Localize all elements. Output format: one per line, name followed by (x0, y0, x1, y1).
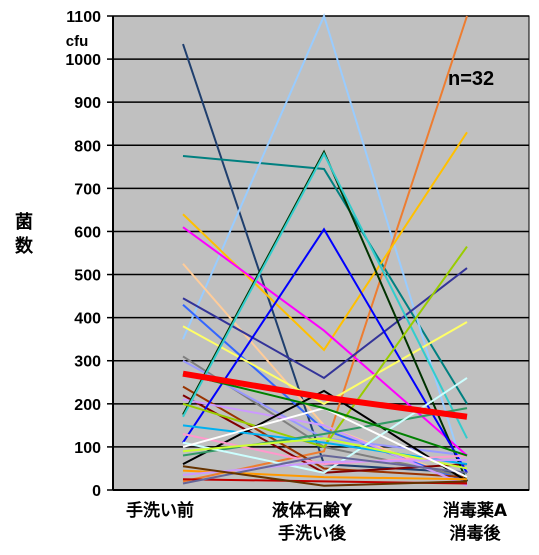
y-tick-label: 300 (74, 354, 101, 371)
y-axis-label-char: 数 (15, 235, 34, 257)
series-line (182, 245, 468, 449)
series-line (182, 407, 468, 457)
series-line (182, 389, 468, 483)
sample-size-annotation: n=32 (448, 68, 494, 90)
series-line (182, 437, 468, 470)
mean-series-line (182, 370, 468, 420)
series-line (182, 149, 468, 482)
x-category-label: 手洗い前 (126, 500, 194, 521)
series-line (182, 151, 468, 439)
y-unit-label: cfu (66, 33, 89, 50)
y-tick-labels: 0 100 200 300 400 500 600 700 800 900 1000 1100 (65, 9, 113, 500)
plot-area (112, 15, 530, 491)
series-line (182, 424, 468, 466)
axes (112, 16, 529, 491)
series-line (182, 303, 468, 483)
series-line (182, 454, 468, 485)
y-tick-label: 100 (74, 440, 101, 457)
y-tick-label: 800 (74, 138, 101, 155)
y-axis-label: 菌数 (15, 212, 34, 257)
y-tick-label: 0 (92, 483, 101, 500)
x-category-label: 消毒薬A 消毒後 (443, 500, 508, 544)
x-category-label: 液体石鹸Y 手洗い後 (272, 500, 353, 544)
series-line (182, 385, 468, 479)
y-tick-label: 1100 (66, 9, 101, 26)
mean-line (182, 370, 468, 420)
y-axis-label-char: 菌 (15, 212, 33, 233)
y-tick-label: 400 (74, 311, 101, 328)
series-lines (182, 13, 468, 487)
x-category-labels: 手洗い前 液体石鹸Y 手洗い後 消毒薬A 消毒後 (126, 500, 508, 544)
series-line (182, 227, 468, 474)
series-line (182, 458, 468, 476)
gridlines (113, 15, 529, 448)
y-tick-label: 900 (74, 95, 101, 112)
y-tick-label: 200 (74, 397, 101, 414)
series-line (182, 398, 468, 487)
series-line (182, 321, 468, 405)
series-line (182, 131, 468, 352)
series-line (182, 372, 468, 457)
y-tick-label: 600 (74, 224, 101, 241)
series-line (182, 465, 468, 487)
y-tick-label: 500 (74, 268, 101, 285)
y-tick-label: 1000 (65, 52, 101, 69)
series-line (182, 267, 468, 380)
series-line (182, 13, 468, 482)
y-tick-label: 700 (74, 181, 101, 198)
series-line (182, 226, 468, 457)
